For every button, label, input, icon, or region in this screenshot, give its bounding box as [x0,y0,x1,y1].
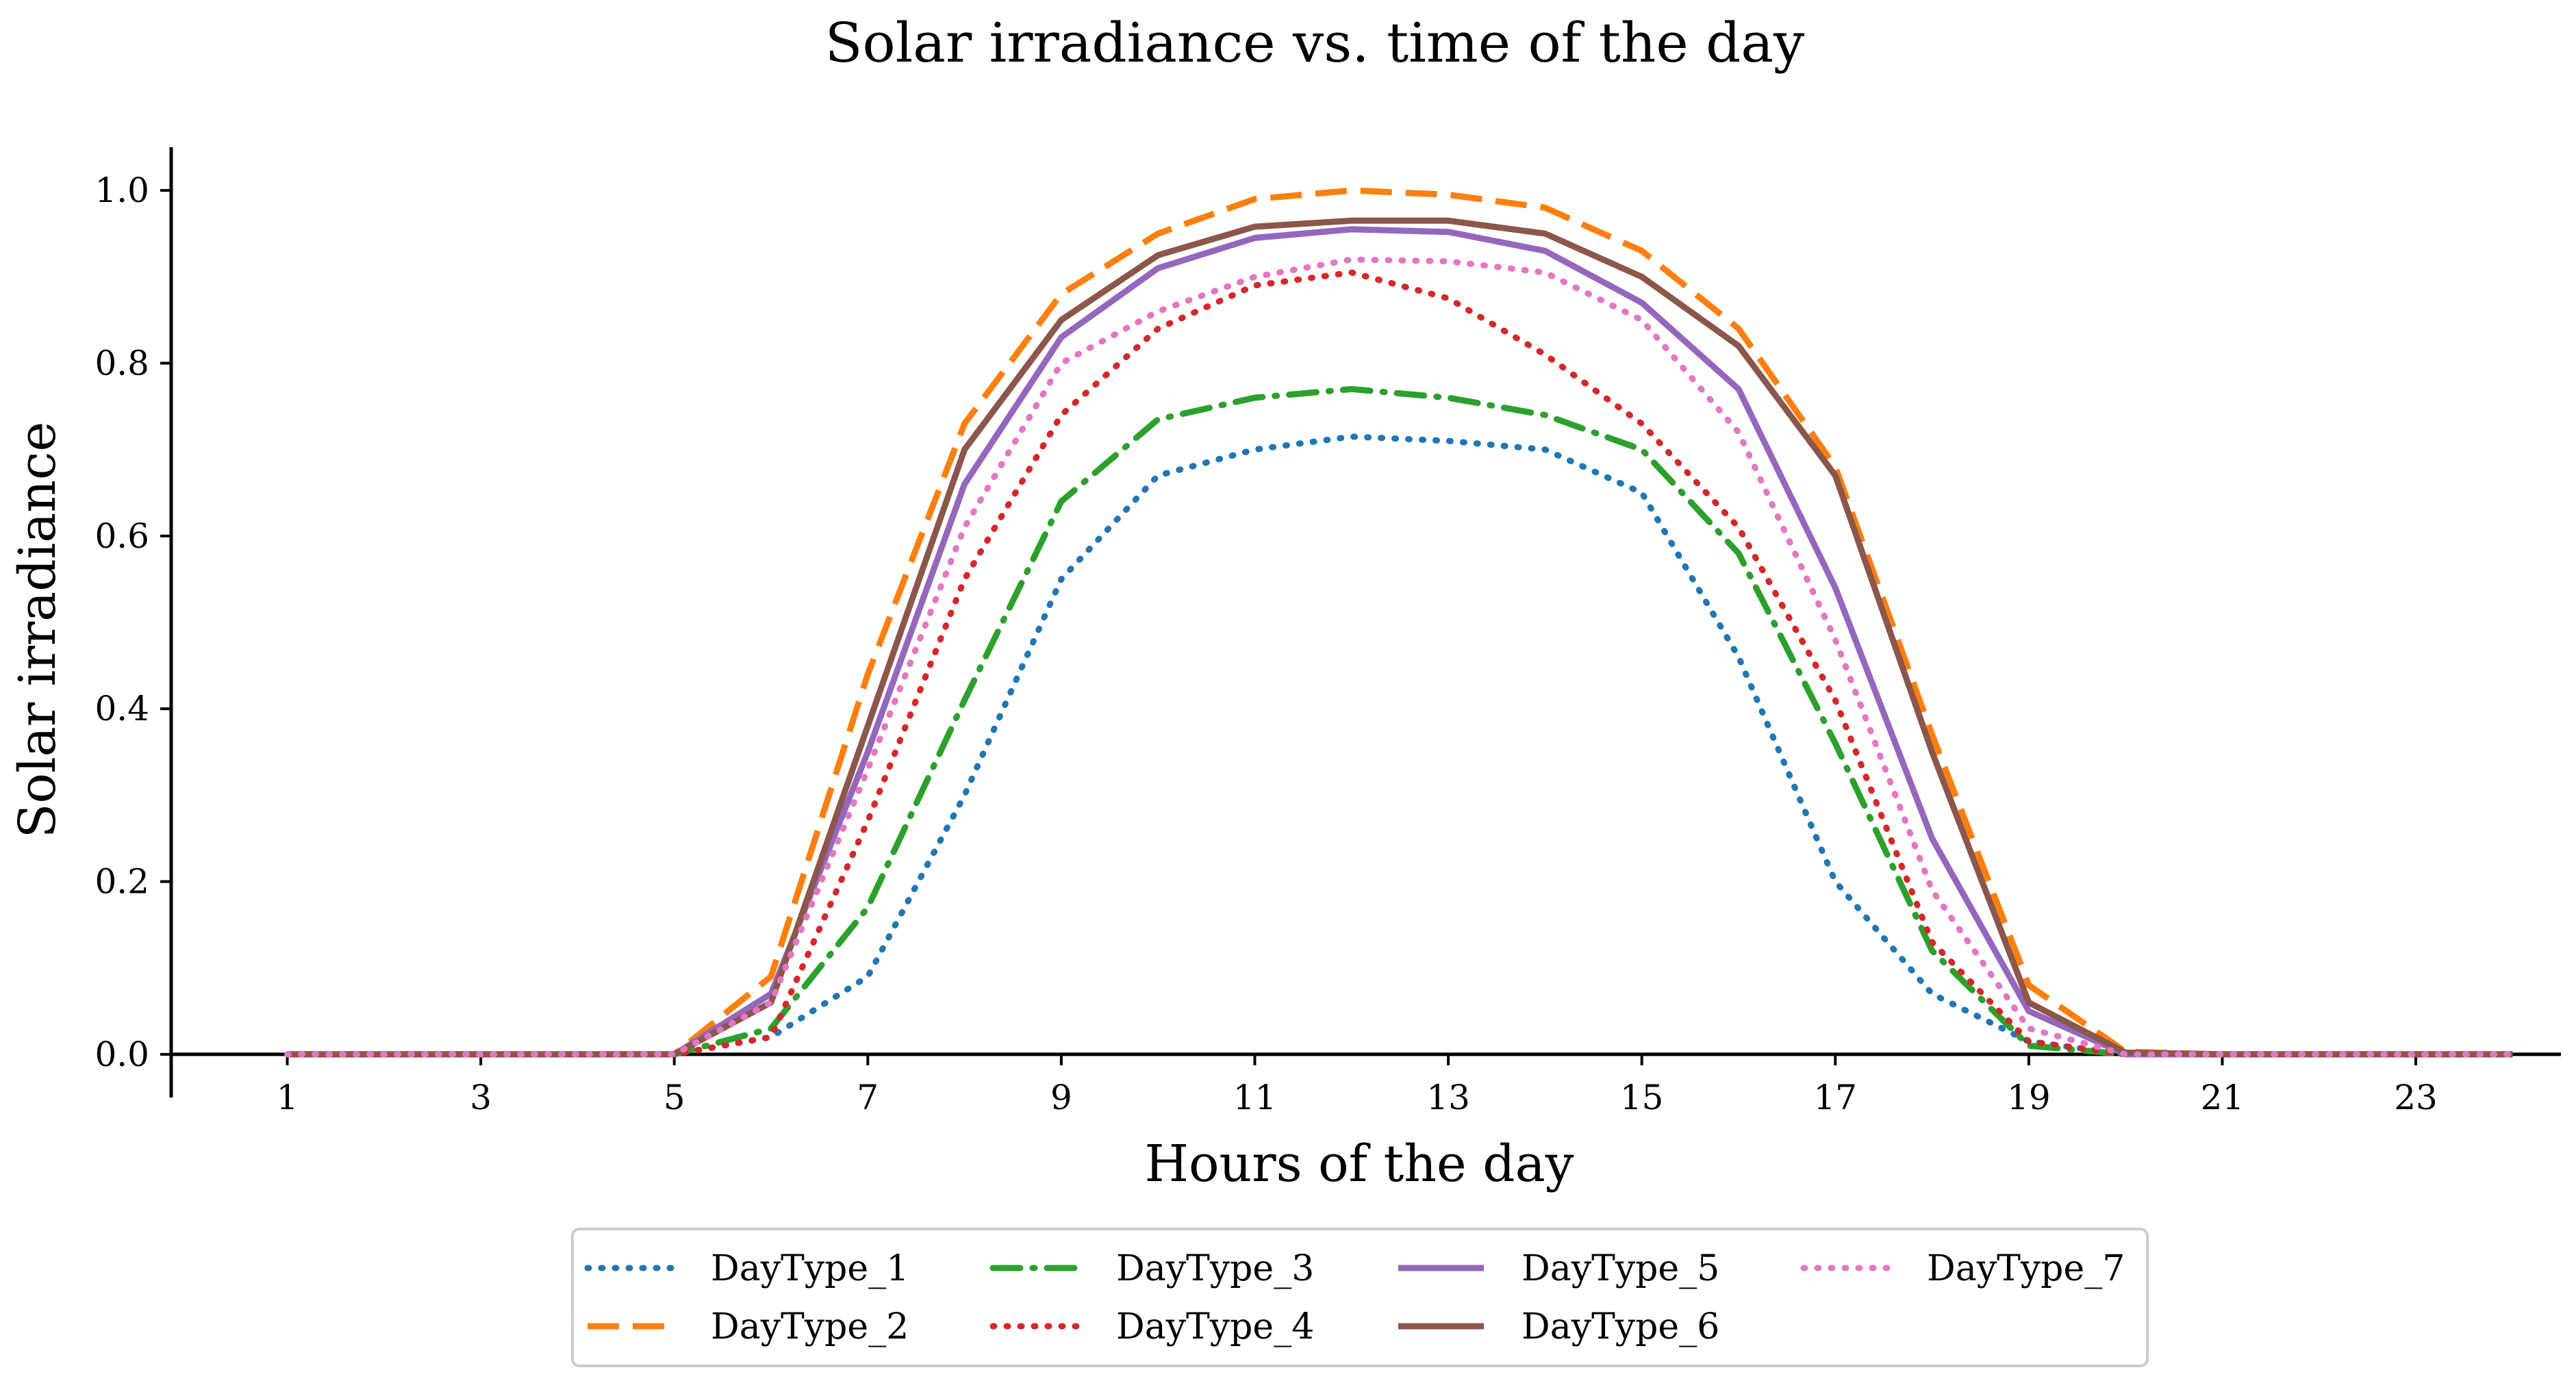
y-tick-label: 0.6 [94,516,149,556]
series-line-daytype-6 [287,217,2513,1058]
series-line-daytype-2 [287,187,2513,1058]
x-tick-label: 23 [2394,1078,2438,1117]
series-line-daytype-3 [284,385,2516,1058]
x-tick-label: 3 [470,1078,492,1117]
series-line-daytype-4 [284,269,2516,1058]
plot-series [284,187,2516,1058]
x-tick-label: 15 [1620,1078,1664,1117]
x-tick-label: 19 [2007,1078,2051,1117]
y-tick-label: 0.2 [94,862,149,902]
y-tick-label: 1.0 [94,170,149,210]
y-axis-label: Solar irradiance [8,422,67,839]
x-tick-label: 17 [1813,1078,1857,1117]
x-tick-label: 7 [857,1078,879,1117]
series-line-daytype-5 [287,226,2513,1058]
x-tick-label: 5 [664,1078,685,1117]
chart-title: Solar irradiance vs. time of the day [825,11,1805,75]
y-tick-label: 0.0 [94,1035,149,1074]
legend-label: DayType_1 [711,1248,909,1289]
series-line-daytype-1 [284,433,2516,1058]
x-tick-label: 21 [2201,1078,2245,1117]
x-tick-label: 13 [1426,1078,1470,1117]
x-tick-label: 1 [277,1078,299,1117]
legend-label: DayType_3 [1116,1248,1314,1289]
x-tick-label: 9 [1050,1078,1072,1117]
series-line-daytype-7 [284,256,2516,1058]
y-tick-label: 0.4 [94,689,149,728]
legend-label: DayType_7 [1927,1248,2125,1289]
axes: 1 3 5 7 9 11 13 15 17 19 21 230.00.20.40.60.81.0 [94,147,2561,1117]
legend-box [571,1228,2149,1367]
legend-label: DayType_6 [1521,1306,1719,1347]
legend: DayType_1 DayType_2 DayType_3 DayType_4 DayT… [571,1228,2149,1367]
legend-label: DayType_4 [1116,1306,1314,1347]
legend-label: DayType_2 [711,1306,909,1347]
x-axis-label: Hours of the day [1144,1135,1574,1193]
legend-label: DayType_5 [1521,1248,1719,1289]
x-tick-label: 11 [1233,1078,1277,1117]
y-tick-label: 0.8 [94,343,149,383]
